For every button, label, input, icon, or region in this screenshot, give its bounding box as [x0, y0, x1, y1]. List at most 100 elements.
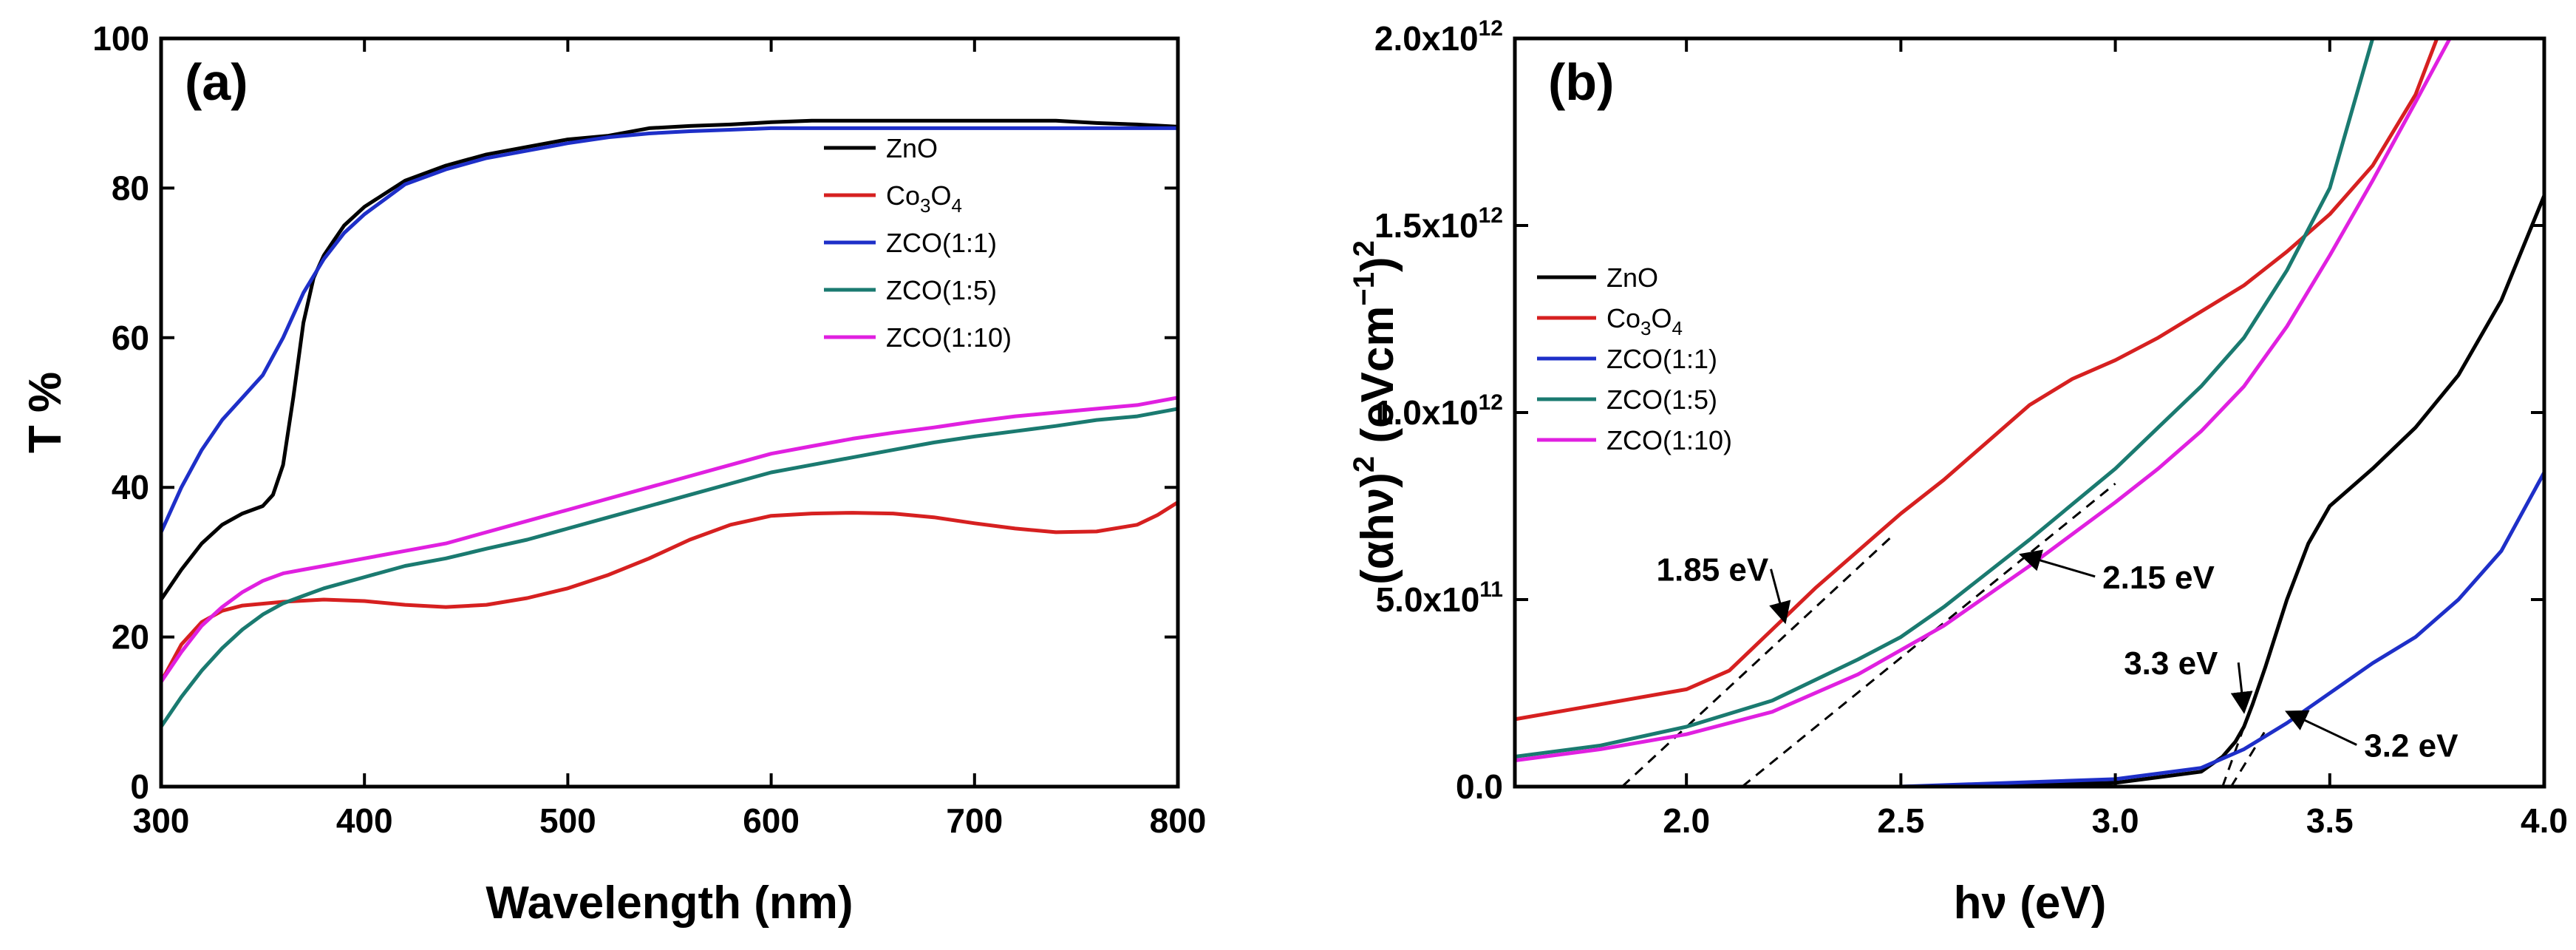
panel-b-xtick-label-3: 3.5	[2306, 801, 2354, 840]
panel-b-label: (b)	[1548, 53, 1614, 111]
panel-a-frame	[159, 36, 1180, 789]
panel-b-ytick-mantissa-0: 0.0	[1456, 767, 1503, 806]
panel-b-ylabel-unit-exp: −1	[1348, 272, 1380, 306]
panel-a-xtick-label-5: 800	[1150, 801, 1207, 840]
panel-a-label: (a)	[185, 53, 248, 111]
panel-b-ytick-label-1: 5.0x1011	[1376, 577, 1503, 619]
panel-b-ytick-mantissa-1: 5.0x10	[1376, 580, 1480, 619]
panel-b-ytick-label-2: 1.0x1012	[1374, 390, 1503, 432]
panel-b-xtick-label-1: 2.5	[1877, 801, 1924, 840]
panel-a-ytick-label-3: 60	[112, 319, 149, 357]
panel-b-annotation-arrow-2	[2230, 662, 2253, 714]
panel-b-ytick-label-3: 1.5x1012	[1374, 203, 1503, 245]
panel-b-ytick-label-0: 0.0	[1456, 767, 1503, 806]
panel-a-legend-label-3: ZCO(1:5)	[886, 275, 997, 305]
panel-b-ytick-mantissa-2: 1.0x10	[1374, 393, 1479, 432]
panel-b-legend-label-3: ZCO(1:5)	[1606, 384, 1717, 415]
panel-b-legend-text-main-0: ZnO	[1606, 262, 1658, 293]
panel-b-legend-text-mid-1: O	[1652, 303, 1672, 333]
panel-a-series-0	[159, 118, 1180, 602]
panel-a-legend-text-main-3: ZCO(1:5)	[886, 275, 997, 305]
panel-b-annotations: 1.85 eV 2.15 eV 3.3 eV 3.2 eV	[1657, 549, 2459, 764]
panel-b-ytick-exponent-2: 12	[1479, 390, 1503, 415]
panel-a-ytick-label-1: 20	[112, 618, 149, 656]
panel-a-xtick-label-1: 400	[336, 801, 393, 840]
panel-b-ylabel: (αhν)2 (eVcm−1)2	[1348, 240, 1403, 585]
panel-a-series-2	[159, 126, 1180, 535]
panel-b-annotation-arrow-3	[2285, 710, 2357, 746]
panel-b-annotation-label-3: 3.2 eV	[2364, 728, 2459, 764]
panel-b-ylabel-base: (αhν)	[1352, 472, 1403, 585]
panel-b-ytick-exponent-4: 12	[1479, 16, 1503, 41]
panel-b-ytick-label-4: 2.0x1012	[1374, 16, 1503, 58]
panel-a-ytick-label-4: 80	[112, 169, 149, 207]
panel-b-ytick-mantissa-3: 1.5x10	[1374, 206, 1479, 245]
panel-b-annotation-arrow-0	[1769, 569, 1791, 625]
panel-b-legend-text-main-4: ZCO(1:10)	[1606, 425, 1732, 455]
panel-b-legend: ZnO Co3O4 ZCO(1:1) ZCO(1:5) ZCO(1:10)	[1537, 262, 1732, 455]
panel-a-legend-text-main-2: ZCO(1:1)	[886, 228, 997, 258]
panel-a-legend-text-sub1-1: 3	[920, 194, 930, 217]
panel-b-legend-text-main-2: ZCO(1:1)	[1606, 344, 1717, 374]
panel-a-legend-text-main-1: Co	[886, 180, 920, 211]
panel-b-annotation-label-0: 1.85 eV	[1657, 552, 1769, 588]
panel-a-ytick-label-2: 40	[112, 468, 149, 506]
panel-b-series-1	[1513, 36, 2439, 722]
panel-a-series-4	[159, 396, 1180, 684]
panel-b-legend-label-4: ZCO(1:10)	[1606, 425, 1732, 455]
panel-b-fit-lines-group	[1621, 482, 2267, 788]
panel-b-legend-label-0: ZnO	[1606, 262, 1658, 293]
panel-a-series-1	[159, 500, 1180, 684]
panel-a-legend: ZnO Co3O4 ZCO(1:1) ZCO(1:5) ZCO(1:10)	[824, 133, 1012, 353]
panel-b-fit-line-2	[2221, 666, 2267, 787]
panel-a-xtick-label-2: 500	[539, 801, 596, 840]
panel-b-legend-text-sub2-1: 4	[1672, 317, 1683, 339]
panel-a-ytick-label-5: 100	[92, 19, 149, 58]
panel-a-series-3	[159, 407, 1180, 729]
panel-a-legend-text-main-0: ZnO	[886, 133, 938, 163]
panel-b-series-3	[1513, 36, 2375, 759]
panel-a-xtick-label-0: 300	[133, 801, 190, 840]
panel-b-legend-text-main-1: Co	[1606, 303, 1640, 333]
panel-b-series-0	[1513, 194, 2546, 789]
panel-a-xtick-label-3: 600	[743, 801, 800, 840]
panel-b-xtick-label-2: 3.0	[2092, 801, 2139, 840]
panel-b-xtick-label-0: 2.0	[1663, 801, 1710, 840]
panel-b-annotation-arrow-1	[2019, 549, 2096, 578]
panel-b-ticks-group: 2.0 2.5 3.0 3.5 4.00.05.0x10111.0x10121.5x10…	[1374, 16, 2568, 840]
panel-b-legend-label-2: ZCO(1:1)	[1606, 344, 1717, 374]
panel-a-ylabel: T %	[20, 372, 71, 453]
panel-b-ytick-mantissa-4: 2.0x10	[1374, 19, 1479, 58]
panel-a: 300 400 500 600 700 800 0 20 40 60 80 100 (a) Wavel…	[20, 19, 1206, 929]
panel-b-annotation-label-2: 3.3 eV	[2124, 645, 2218, 682]
panel-b-ytick-exponent-3: 12	[1479, 203, 1503, 228]
panel-b-fit-line-0	[1621, 535, 1893, 788]
panel-a-xlabel: Wavelength (nm)	[485, 878, 853, 929]
panel-b-legend-text-main-3: ZCO(1:5)	[1606, 384, 1717, 415]
panel-b-series-4	[1513, 36, 2452, 763]
panel-b-frame	[1513, 36, 2546, 789]
panel-b-ylabel-close: )	[1352, 257, 1403, 272]
panel-a-ytick-label-0: 0	[130, 767, 149, 806]
panel-a-xtick-label-4: 700	[946, 801, 1003, 840]
panel-b: 2.0 2.5 3.0 3.5 4.00.05.0x10111.0x10121.5x10…	[1348, 16, 2568, 929]
panel-b-ylabel-unit: (eVcm	[1352, 306, 1403, 456]
panel-a-legend-label-0: ZnO	[886, 133, 938, 163]
panel-b-legend-text-sub1-1: 3	[1640, 317, 1651, 339]
panel-a-legend-label-4: ZCO(1:10)	[886, 322, 1012, 353]
panel-b-annotation-label-1: 2.15 eV	[2102, 560, 2215, 596]
panel-a-legend-label-1: Co3O4	[886, 180, 962, 217]
panel-a-legend-text-mid-1: O	[931, 180, 952, 211]
panel-b-xtick-label-4: 4.0	[2521, 801, 2568, 840]
panel-b-ylabel-sup1: 2	[1348, 456, 1380, 472]
panel-a-legend-text-sub2-1: 4	[952, 194, 962, 217]
panel-b-ytick-exponent-1: 11	[1479, 577, 1503, 602]
panel-a-series-group	[159, 118, 1180, 729]
panel-a-legend-label-2: ZCO(1:1)	[886, 228, 997, 258]
panel-a-legend-text-main-4: ZCO(1:10)	[886, 322, 1012, 353]
panel-b-ylabel-sup2: 2	[1348, 240, 1380, 257]
panel-b-xlabel: hν (eV)	[1954, 878, 2107, 929]
panel-b-legend-label-1: Co3O4	[1606, 303, 1683, 339]
